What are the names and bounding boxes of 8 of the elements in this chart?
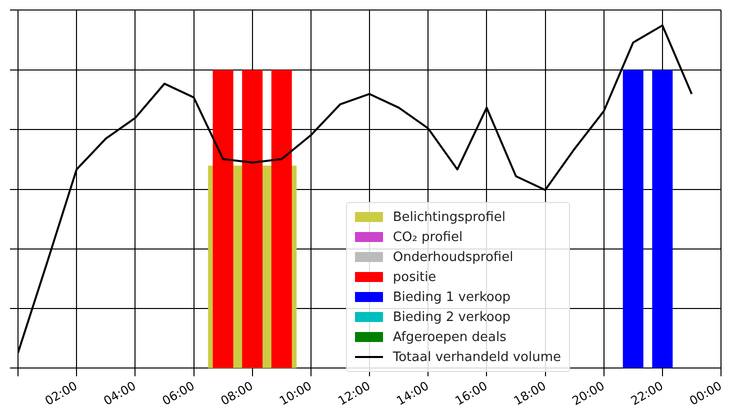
legend-label: CO₂ profiel xyxy=(392,230,463,244)
legend-label: positie xyxy=(392,270,436,284)
legend-label: Totaal verhandeld volume xyxy=(392,350,561,364)
legend-label: Onderhoudsprofiel xyxy=(392,250,514,264)
legend-label: Bieding 1 verkoop xyxy=(392,290,511,304)
legend-label: Bieding 2 verkoop xyxy=(392,310,511,324)
legend-label: Afgeroepen deals xyxy=(392,330,506,344)
legend-label: Belichtingsprofiel xyxy=(392,210,506,224)
